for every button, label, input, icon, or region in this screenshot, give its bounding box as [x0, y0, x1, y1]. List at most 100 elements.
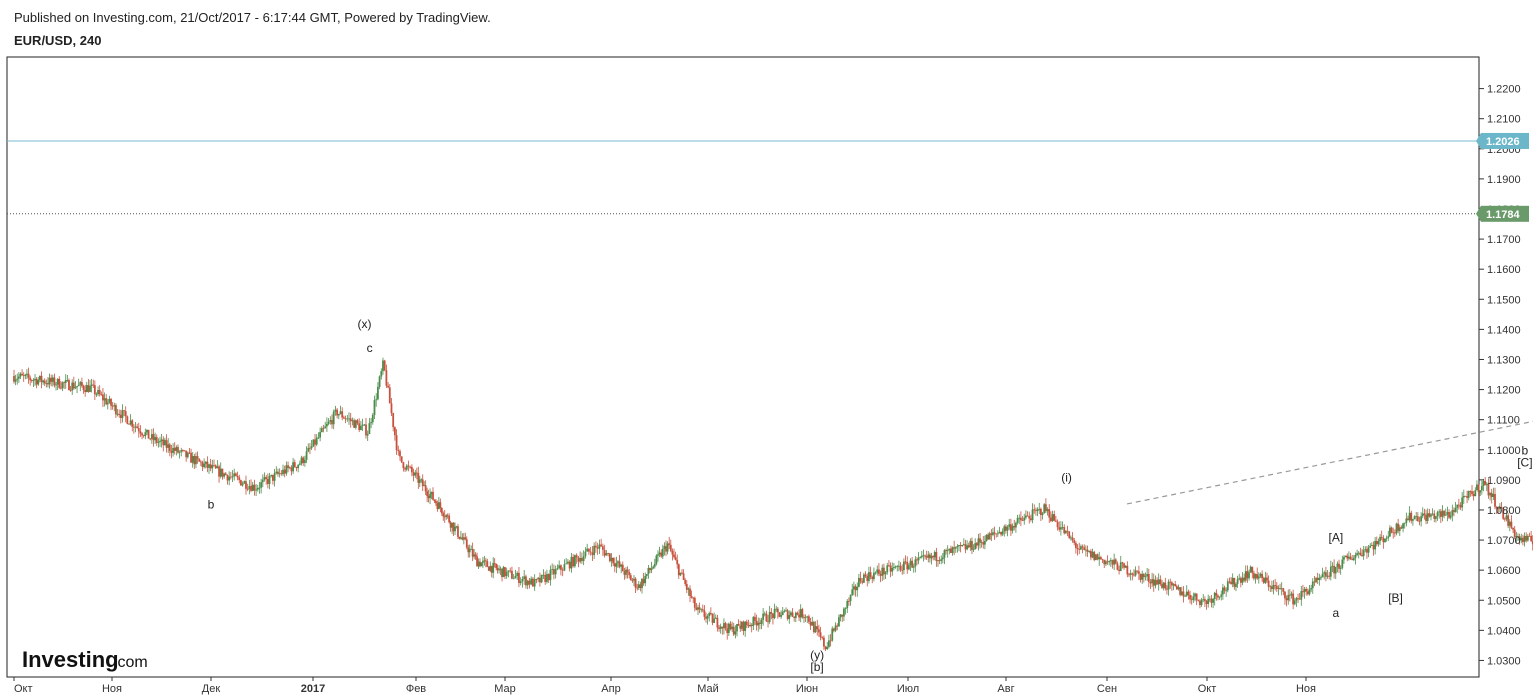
candle-body: [219, 468, 222, 477]
candle-body: [337, 413, 340, 416]
candle-body: [613, 563, 616, 567]
candle-body: [697, 607, 699, 610]
candle-body: [1387, 536, 1390, 538]
candle-body: [937, 560, 939, 562]
candle-body: [1467, 491, 1470, 498]
candle-body: [701, 609, 704, 611]
candle-body: [177, 447, 179, 453]
candle-body: [336, 409, 339, 416]
candle-body: [1441, 510, 1444, 517]
candle-body: [51, 377, 54, 382]
candle-body: [1213, 592, 1216, 600]
candle-body: [1421, 513, 1424, 517]
candle-body: [255, 489, 257, 491]
candle-body: [1510, 521, 1513, 528]
candle-body: [319, 432, 322, 438]
candle-body: [314, 439, 316, 445]
candle-body: [1456, 504, 1459, 508]
candle-body: [1270, 586, 1273, 589]
candle-body: [719, 626, 722, 629]
wave-label: a: [1333, 606, 1340, 620]
candle-body: [1253, 573, 1255, 579]
candle-body: [1275, 585, 1278, 589]
candle-body: [191, 455, 194, 463]
candle-body: [380, 371, 383, 377]
candle-body: [1485, 483, 1488, 485]
candle-body: [755, 620, 758, 626]
candle-body: [868, 572, 870, 581]
candle-body: [1302, 591, 1304, 593]
candle-body: [767, 621, 769, 623]
candle-body: [418, 479, 421, 483]
candle-body: [803, 616, 805, 618]
candle-body: [669, 544, 672, 551]
candle-body: [806, 616, 809, 618]
candle-body: [993, 532, 996, 534]
candle-body: [128, 423, 130, 425]
candle-body: [84, 389, 87, 393]
candle-body: [277, 471, 279, 475]
candle-body: [56, 378, 59, 385]
published-caption: Published on Investing.com, 21/Oct/2017 …: [14, 10, 491, 25]
candle-body: [233, 473, 236, 477]
candle-body: [209, 464, 212, 469]
candle-body: [327, 421, 330, 424]
candle-body: [1094, 554, 1097, 561]
candle-body: [322, 428, 325, 430]
candle-body: [290, 467, 293, 472]
candle-body: [1113, 559, 1116, 565]
candle-body: [1161, 584, 1163, 588]
candle-body: [126, 416, 129, 424]
candle-body: [903, 561, 905, 571]
candle-body: [829, 640, 832, 642]
candle-body: [1028, 516, 1031, 519]
candle-body: [483, 560, 486, 562]
candle-body: [1192, 596, 1195, 600]
candle-body: [723, 623, 725, 629]
candle-body: [203, 463, 206, 468]
candle-body: [964, 544, 967, 550]
candle-body: [1180, 591, 1183, 595]
candle-body: [1494, 494, 1496, 507]
candle-body: [1167, 581, 1170, 590]
y-tick-label: 1.1100: [1487, 415, 1520, 427]
candle-body: [831, 628, 834, 641]
candle-body: [455, 526, 458, 528]
candle-body: [61, 382, 64, 389]
candle-body: [758, 622, 761, 624]
candle-body: [1134, 570, 1137, 576]
candle-body: [1000, 532, 1002, 535]
candle-body: [714, 617, 717, 619]
candle-body: [119, 414, 122, 418]
candle-body: [89, 385, 91, 392]
candle-body: [74, 387, 77, 389]
candle-body: [1251, 566, 1254, 574]
candle-body: [572, 556, 575, 567]
candle-body: [773, 608, 776, 619]
candle-body: [975, 543, 978, 546]
candle-body: [621, 564, 624, 572]
candle-body: [1446, 511, 1449, 515]
candle-body: [1136, 570, 1139, 572]
candle-body: [1091, 551, 1094, 558]
candle-body: [1147, 574, 1150, 582]
candle-body: [470, 548, 473, 550]
candle-body: [898, 565, 900, 567]
candle-body: [658, 552, 661, 555]
candle-body: [1505, 515, 1508, 520]
candle-body: [909, 560, 912, 566]
candle-body: [838, 617, 840, 627]
candle-body: [966, 545, 968, 550]
candle-body: [967, 545, 970, 548]
candle-body: [385, 370, 388, 386]
candle-body: [1157, 579, 1160, 585]
candle-body: [1231, 577, 1234, 585]
candle-body: [1235, 583, 1237, 587]
level-price-tag-bg: [1481, 132, 1529, 149]
candle-body: [587, 548, 590, 552]
candle-body: [307, 447, 310, 452]
candle-body: [452, 522, 455, 532]
candle-body: [1236, 579, 1239, 584]
candle-body: [1339, 567, 1342, 569]
